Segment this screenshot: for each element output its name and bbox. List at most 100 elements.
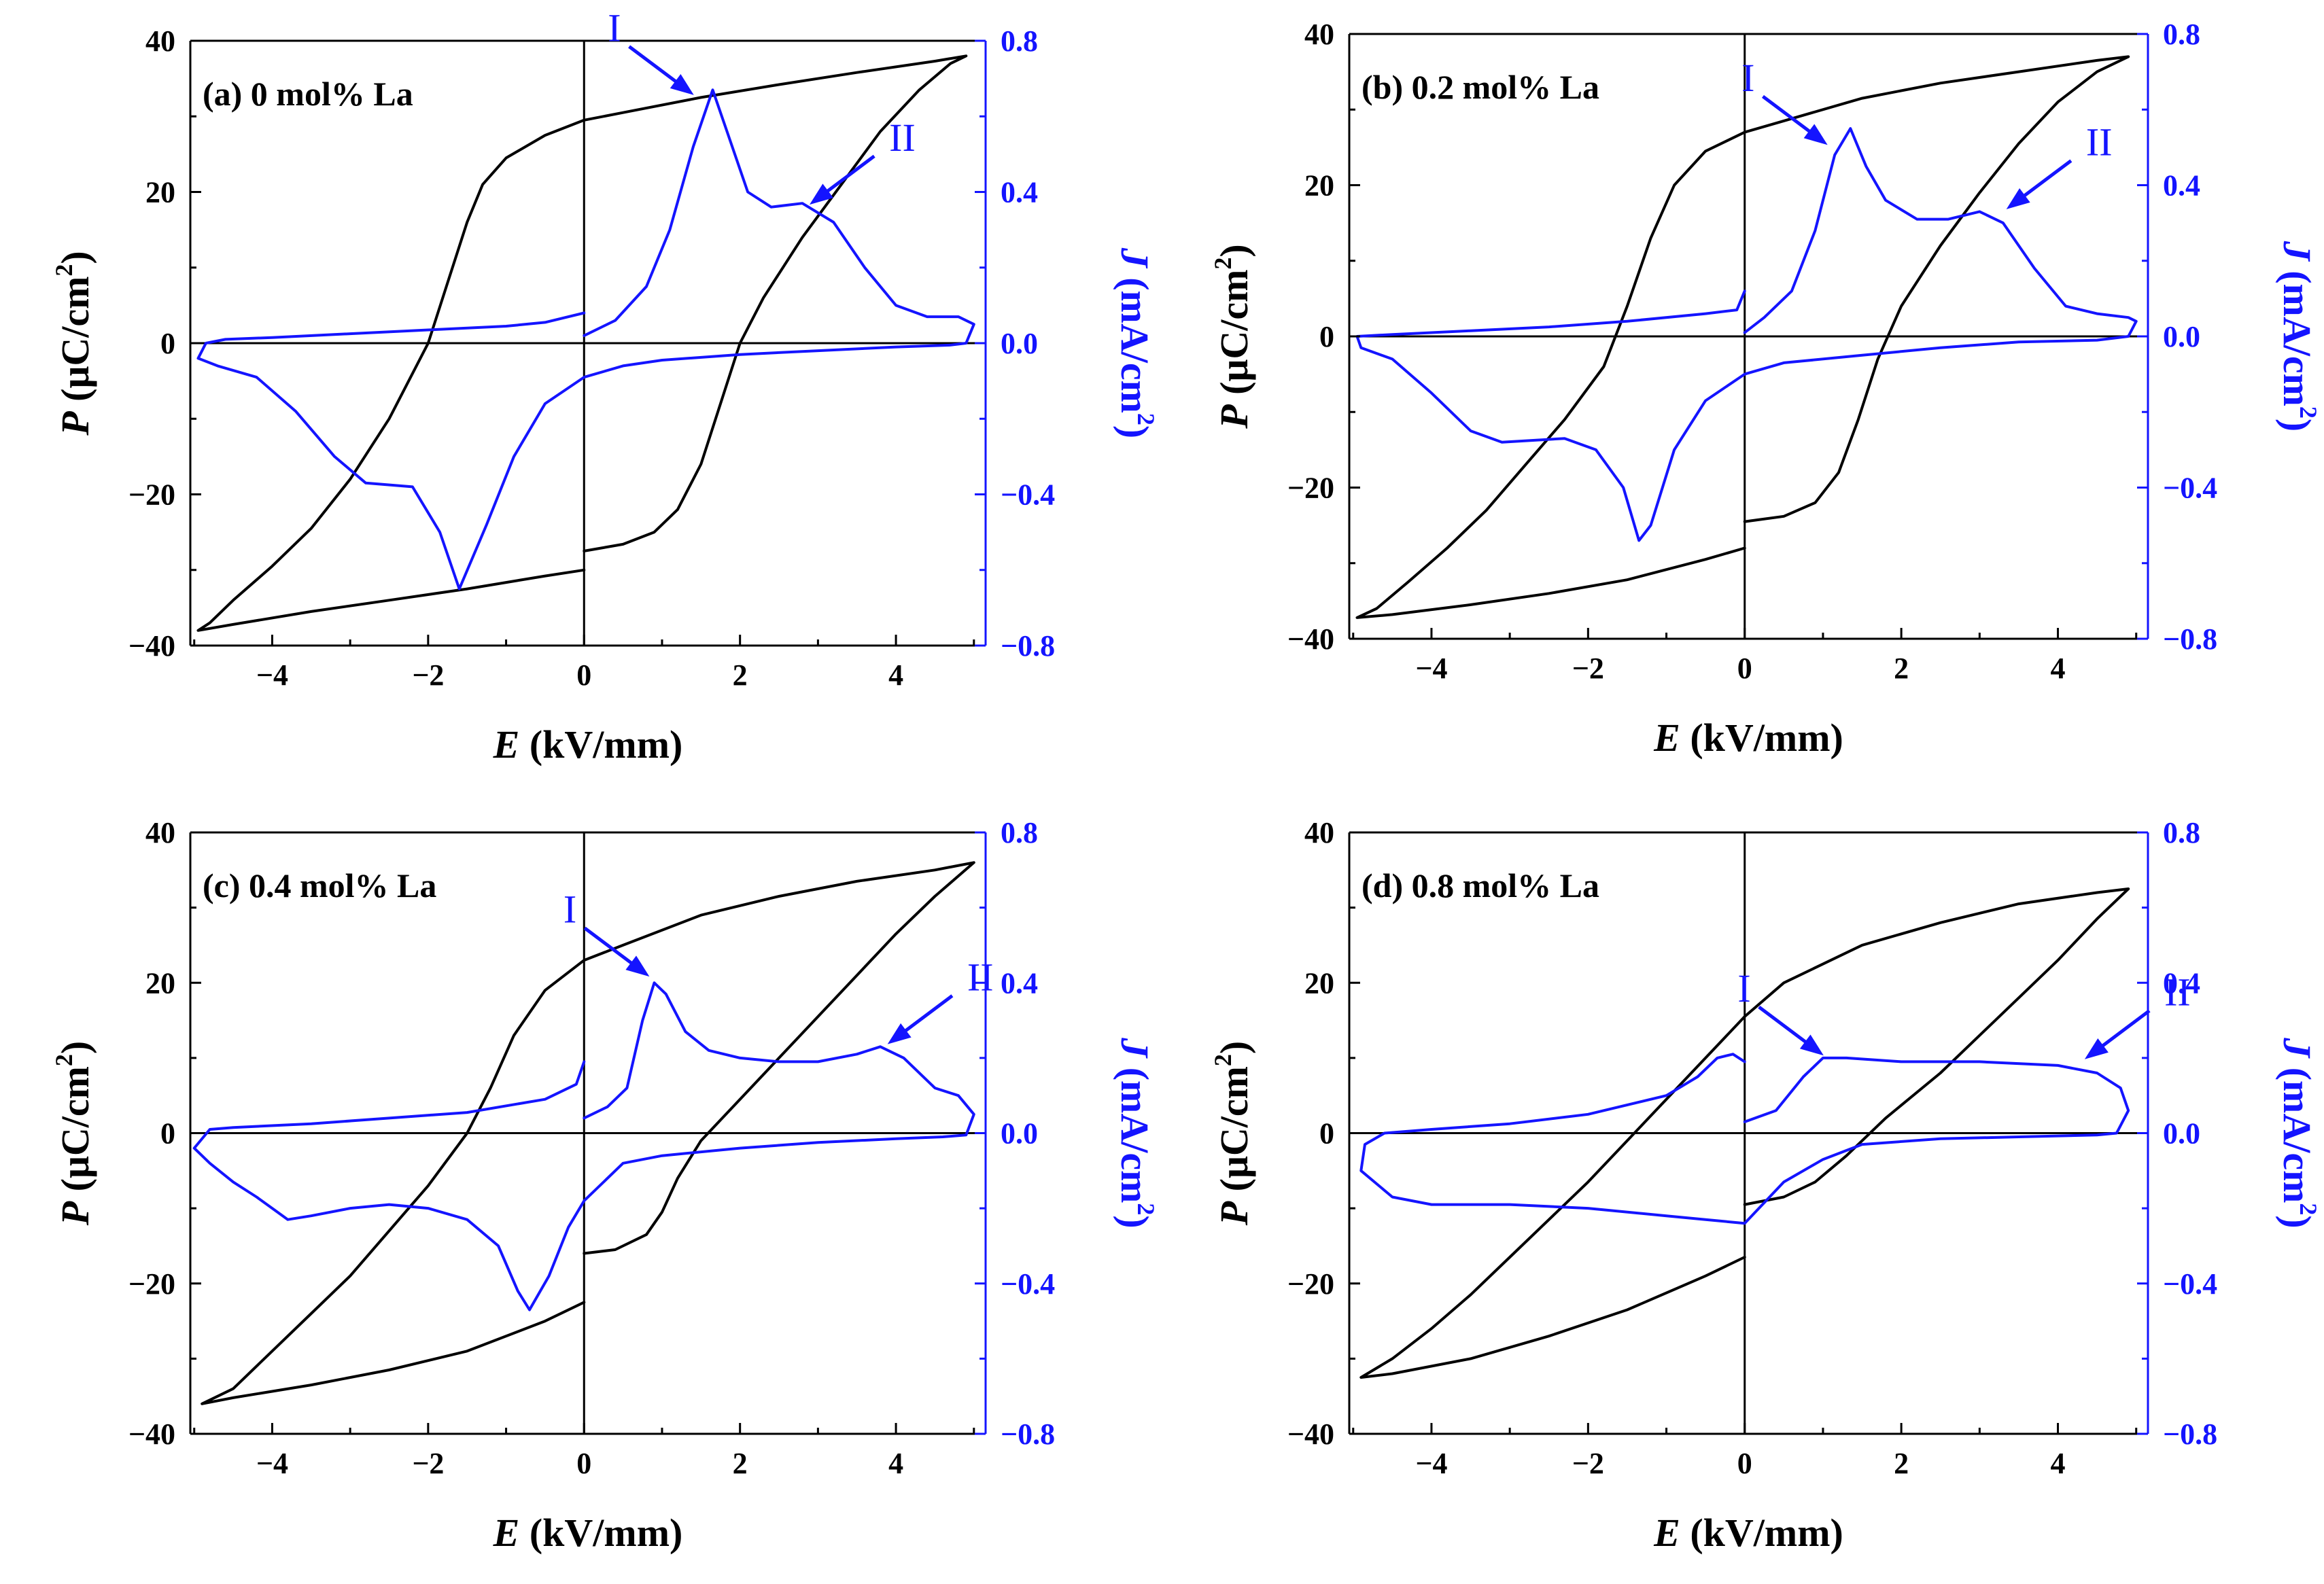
y-right-tick-label: 0.0 — [1001, 327, 1038, 360]
y-left-tick-label: 20 — [1304, 169, 1334, 203]
y-right-tick-label: −0.4 — [1001, 1267, 1055, 1301]
x-tick-label: −2 — [412, 658, 444, 692]
y-right-tick-label: 0.0 — [2163, 1117, 2200, 1150]
y-left-symbol: P — [53, 411, 97, 436]
y-right-unit-close: ) — [1113, 425, 1157, 438]
peak-arrow-shaft — [628, 45, 681, 86]
y-left-tick-label: 20 — [145, 966, 175, 1000]
x-axis-label: E (kV/mm) — [493, 1511, 683, 1555]
y-right-tick-label: 0.8 — [2163, 816, 2200, 849]
x-tick-label: 0 — [1737, 652, 1752, 685]
x-axis-unit: (kV/mm) — [1680, 1511, 1843, 1555]
y-left-unit-close: ) — [53, 251, 97, 264]
y-right-tick-label: −0.4 — [1001, 478, 1055, 512]
y-left-symbol: P — [1212, 1201, 1256, 1226]
x-tick-label: −2 — [412, 1447, 444, 1480]
y-right-tick-label: 0.0 — [2163, 320, 2200, 353]
y-right-unit-exponent: 2 — [2295, 1203, 2322, 1215]
x-axis-unit: (kV/mm) — [519, 722, 682, 767]
y-right-tick-label: −0.4 — [2163, 472, 2217, 505]
panel-label: (b) 0.2 mol% La — [1362, 68, 1599, 106]
y-left-tick-label: 40 — [145, 816, 175, 849]
y-left-unit-close: ) — [53, 1041, 97, 1054]
y-right-unit-exponent: 2 — [1132, 413, 1160, 425]
y-left-tick-label: 40 — [1304, 18, 1334, 51]
y-right-symbol: J — [2275, 241, 2319, 262]
y-left-symbol: P — [53, 1201, 97, 1226]
peak-label: I — [563, 887, 576, 932]
x-tick-label: 2 — [1894, 652, 1909, 685]
peak-label: I — [1737, 966, 1750, 1010]
x-tick-label: 4 — [2051, 652, 2066, 685]
x-axis-label: E (kV/mm) — [493, 722, 683, 767]
y-left-tick-label: −40 — [1287, 622, 1334, 656]
y-right-axis-label: J (mA/cm2) — [1113, 247, 1160, 439]
y-left-tick-label: 20 — [1304, 966, 1334, 1000]
x-tick-label: 4 — [2051, 1447, 2066, 1480]
x-tick-label: −4 — [256, 658, 288, 692]
current-density-series — [1355, 127, 2138, 542]
y-left-unit: (μC/cm — [53, 277, 97, 412]
y-right-tick-label: 0.4 — [1001, 966, 1038, 1000]
y-left-unit: (μC/cm — [1212, 270, 1256, 405]
y-right-symbol: J — [1113, 247, 1157, 269]
x-tick-label: 2 — [733, 1447, 748, 1480]
peak-arrow-head — [2084, 1038, 2109, 1059]
x-axis-unit: (kV/mm) — [1680, 716, 1843, 760]
y-right-axis-label: J (mA/cm2) — [1113, 1037, 1160, 1229]
peak-arrow-head — [887, 1023, 912, 1044]
y-right-unit: (mA/cm — [2275, 1057, 2319, 1203]
y-left-tick-label: −20 — [1287, 1267, 1334, 1301]
y-left-axis-label: P (μC/cm2) — [1209, 244, 1256, 429]
y-left-tick-label: 40 — [145, 24, 175, 58]
y-left-unit-close: ) — [1212, 244, 1256, 257]
x-axis-symbol: E — [1653, 1511, 1680, 1555]
y-left-unit: (μC/cm — [53, 1066, 97, 1201]
x-axis-symbol: E — [493, 1511, 520, 1555]
y-left-tick-label: 40 — [1304, 816, 1334, 849]
peak-label: I — [608, 5, 621, 50]
y-right-symbol: J — [1113, 1037, 1157, 1059]
x-axis-unit: (kV/mm) — [519, 1511, 682, 1555]
y-right-tick-label: 0.8 — [2163, 18, 2200, 51]
x-tick-label: −2 — [1572, 652, 1604, 685]
peak-arrow-head — [1803, 124, 1828, 145]
current-density-series — [192, 981, 975, 1312]
y-right-unit-exponent: 2 — [1132, 1203, 1160, 1215]
peak-arrow-head — [809, 183, 833, 205]
peak-arrow-shaft — [1761, 94, 1815, 136]
y-left-tick-label: −20 — [128, 478, 175, 512]
y-right-tick-label: 0.4 — [2163, 966, 2200, 1000]
panel-label: (c) 0.4 mol% La — [203, 866, 436, 904]
y-right-tick-label: 0.4 — [1001, 176, 1038, 209]
y-left-unit-exponent: 2 — [1209, 1054, 1236, 1066]
x-tick-label: 2 — [1894, 1447, 1909, 1480]
x-tick-label: −4 — [256, 1447, 288, 1480]
y-left-tick-label: −20 — [1287, 472, 1334, 505]
peak-arrow-shaft — [822, 154, 875, 196]
y-right-tick-label: −0.8 — [1001, 1418, 1055, 1451]
x-tick-label: −4 — [1415, 652, 1447, 685]
current-density-series — [196, 88, 975, 591]
peak-label: II — [2086, 120, 2113, 164]
y-right-tick-label: 0.0 — [1001, 1117, 1038, 1150]
x-axis-label: E (kV/mm) — [1653, 1511, 1843, 1555]
peak-arrow-shaft — [1758, 1005, 1811, 1046]
peak-label: II — [967, 955, 994, 999]
peak-arrow-head — [625, 955, 650, 977]
peak-label: I — [1741, 56, 1754, 100]
y-right-tick-label: 0.8 — [1001, 816, 1038, 849]
y-left-unit: (μC/cm — [1212, 1066, 1256, 1201]
peak-arrow-shaft — [2019, 159, 2072, 200]
current-density-series — [1359, 1053, 2130, 1225]
polarization-loop-series — [196, 54, 968, 632]
x-axis-label: E (kV/mm) — [1653, 716, 1843, 760]
x-axis-symbol: E — [493, 722, 520, 767]
y-right-unit: (mA/cm — [2275, 261, 2319, 406]
peak-arrow-shaft — [583, 926, 637, 968]
y-left-axis-label: P (μC/cm2) — [50, 1041, 97, 1227]
